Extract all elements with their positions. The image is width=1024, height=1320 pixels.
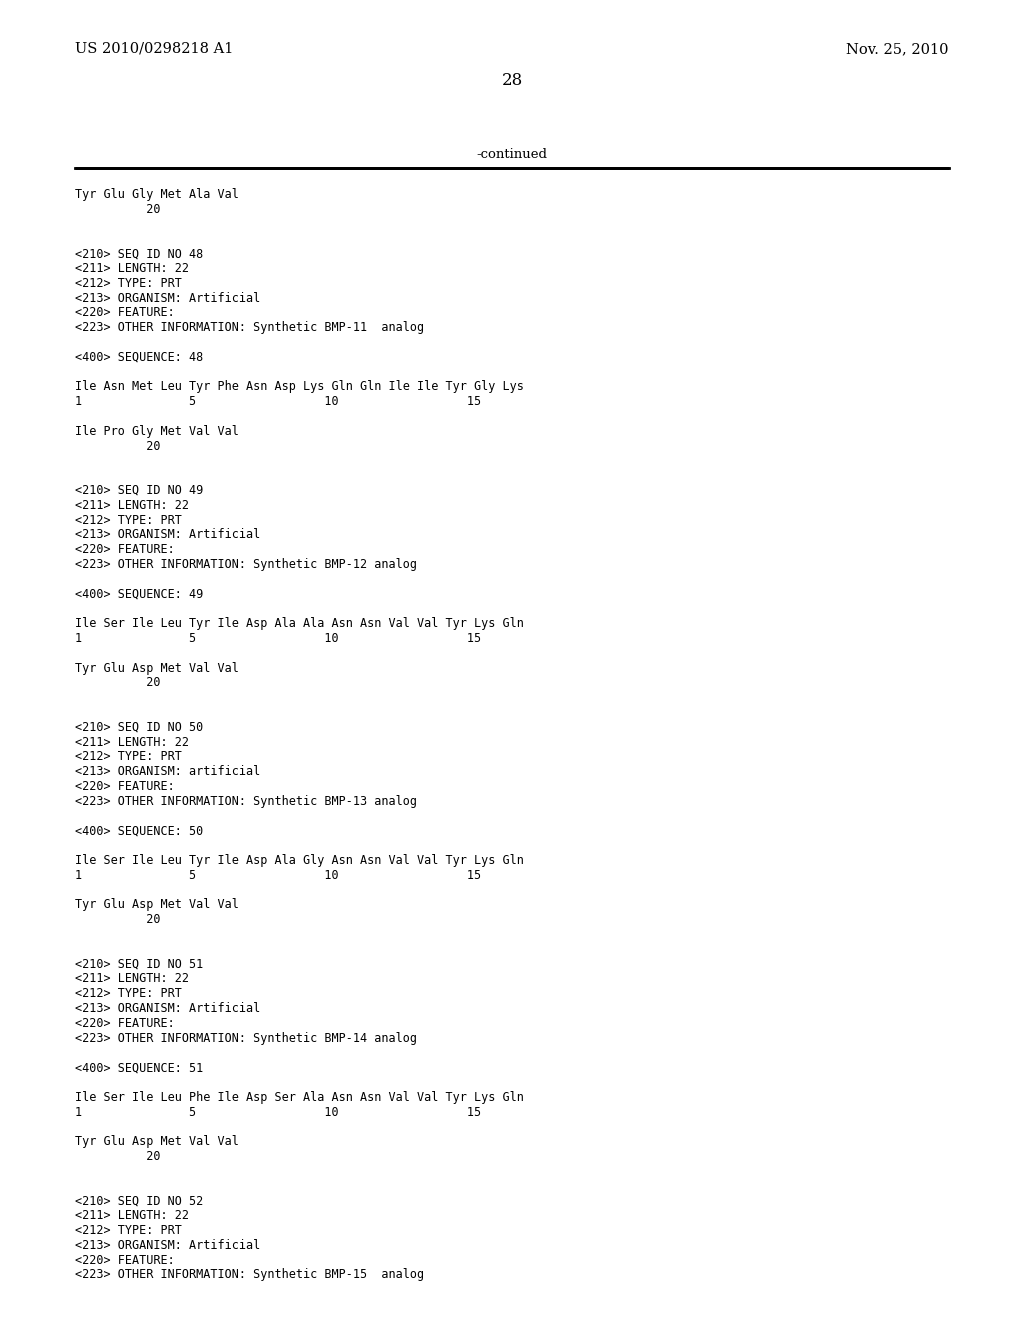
Text: Ile Asn Met Leu Tyr Phe Asn Asp Lys Gln Gln Ile Ile Tyr Gly Lys: Ile Asn Met Leu Tyr Phe Asn Asp Lys Gln …	[75, 380, 524, 393]
Text: <212> TYPE: PRT: <212> TYPE: PRT	[75, 277, 182, 290]
Text: <210> SEQ ID NO 51: <210> SEQ ID NO 51	[75, 957, 203, 970]
Text: <210> SEQ ID NO 49: <210> SEQ ID NO 49	[75, 484, 203, 498]
Text: <211> LENGTH: 22: <211> LENGTH: 22	[75, 735, 189, 748]
Text: <400> SEQUENCE: 50: <400> SEQUENCE: 50	[75, 825, 203, 837]
Text: <220> FEATURE:: <220> FEATURE:	[75, 780, 175, 793]
Text: Nov. 25, 2010: Nov. 25, 2010	[847, 42, 949, 55]
Text: US 2010/0298218 A1: US 2010/0298218 A1	[75, 42, 233, 55]
Text: <223> OTHER INFORMATION: Synthetic BMP-11  analog: <223> OTHER INFORMATION: Synthetic BMP-1…	[75, 321, 424, 334]
Text: 1               5                  10                  15: 1 5 10 15	[75, 869, 481, 882]
Text: 28: 28	[502, 73, 522, 88]
Text: Ile Pro Gly Met Val Val: Ile Pro Gly Met Val Val	[75, 425, 239, 438]
Text: <210> SEQ ID NO 50: <210> SEQ ID NO 50	[75, 721, 203, 734]
Text: <211> LENGTH: 22: <211> LENGTH: 22	[75, 499, 189, 512]
Text: 20: 20	[75, 440, 161, 453]
Text: <210> SEQ ID NO 48: <210> SEQ ID NO 48	[75, 247, 203, 260]
Text: <213> ORGANISM: Artificial: <213> ORGANISM: Artificial	[75, 292, 260, 305]
Text: <220> FEATURE:: <220> FEATURE:	[75, 1254, 175, 1267]
Text: <213> ORGANISM: Artificial: <213> ORGANISM: Artificial	[75, 1002, 260, 1015]
Text: <220> FEATURE:: <220> FEATURE:	[75, 544, 175, 556]
Text: <212> TYPE: PRT: <212> TYPE: PRT	[75, 987, 182, 1001]
Text: Tyr Glu Asp Met Val Val: Tyr Glu Asp Met Val Val	[75, 1135, 239, 1148]
Text: 1               5                  10                  15: 1 5 10 15	[75, 1106, 481, 1118]
Text: <400> SEQUENCE: 51: <400> SEQUENCE: 51	[75, 1061, 203, 1074]
Text: <212> TYPE: PRT: <212> TYPE: PRT	[75, 750, 182, 763]
Text: Tyr Glu Asp Met Val Val: Tyr Glu Asp Met Val Val	[75, 661, 239, 675]
Text: 20: 20	[75, 676, 161, 689]
Text: Ile Ser Ile Leu Phe Ile Asp Ser Ala Asn Asn Val Val Tyr Lys Gln: Ile Ser Ile Leu Phe Ile Asp Ser Ala Asn …	[75, 1090, 524, 1104]
Text: 1               5                  10                  15: 1 5 10 15	[75, 632, 481, 645]
Text: -continued: -continued	[476, 148, 548, 161]
Text: <400> SEQUENCE: 48: <400> SEQUENCE: 48	[75, 351, 203, 364]
Text: <220> FEATURE:: <220> FEATURE:	[75, 306, 175, 319]
Text: 20: 20	[75, 203, 161, 215]
Text: <212> TYPE: PRT: <212> TYPE: PRT	[75, 1224, 182, 1237]
Text: 1               5                  10                  15: 1 5 10 15	[75, 395, 481, 408]
Text: <211> LENGTH: 22: <211> LENGTH: 22	[75, 261, 189, 275]
Text: <213> ORGANISM: Artificial: <213> ORGANISM: Artificial	[75, 528, 260, 541]
Text: <210> SEQ ID NO 52: <210> SEQ ID NO 52	[75, 1195, 203, 1208]
Text: <213> ORGANISM: Artificial: <213> ORGANISM: Artificial	[75, 1238, 260, 1251]
Text: <223> OTHER INFORMATION: Synthetic BMP-13 analog: <223> OTHER INFORMATION: Synthetic BMP-1…	[75, 795, 417, 808]
Text: Ile Ser Ile Leu Tyr Ile Asp Ala Gly Asn Asn Val Val Tyr Lys Gln: Ile Ser Ile Leu Tyr Ile Asp Ala Gly Asn …	[75, 854, 524, 867]
Text: <220> FEATURE:: <220> FEATURE:	[75, 1016, 175, 1030]
Text: <213> ORGANISM: artificial: <213> ORGANISM: artificial	[75, 766, 260, 779]
Text: 20: 20	[75, 913, 161, 927]
Text: <223> OTHER INFORMATION: Synthetic BMP-14 analog: <223> OTHER INFORMATION: Synthetic BMP-1…	[75, 1032, 417, 1044]
Text: <400> SEQUENCE: 49: <400> SEQUENCE: 49	[75, 587, 203, 601]
Text: <211> LENGTH: 22: <211> LENGTH: 22	[75, 973, 189, 986]
Text: <223> OTHER INFORMATION: Synthetic BMP-15  analog: <223> OTHER INFORMATION: Synthetic BMP-1…	[75, 1269, 424, 1282]
Text: Tyr Glu Asp Met Val Val: Tyr Glu Asp Met Val Val	[75, 899, 239, 911]
Text: <211> LENGTH: 22: <211> LENGTH: 22	[75, 1209, 189, 1222]
Text: Ile Ser Ile Leu Tyr Ile Asp Ala Ala Asn Asn Val Val Tyr Lys Gln: Ile Ser Ile Leu Tyr Ile Asp Ala Ala Asn …	[75, 618, 524, 630]
Text: <223> OTHER INFORMATION: Synthetic BMP-12 analog: <223> OTHER INFORMATION: Synthetic BMP-1…	[75, 558, 417, 572]
Text: Tyr Glu Gly Met Ala Val: Tyr Glu Gly Met Ala Val	[75, 187, 239, 201]
Text: <212> TYPE: PRT: <212> TYPE: PRT	[75, 513, 182, 527]
Text: 20: 20	[75, 1150, 161, 1163]
